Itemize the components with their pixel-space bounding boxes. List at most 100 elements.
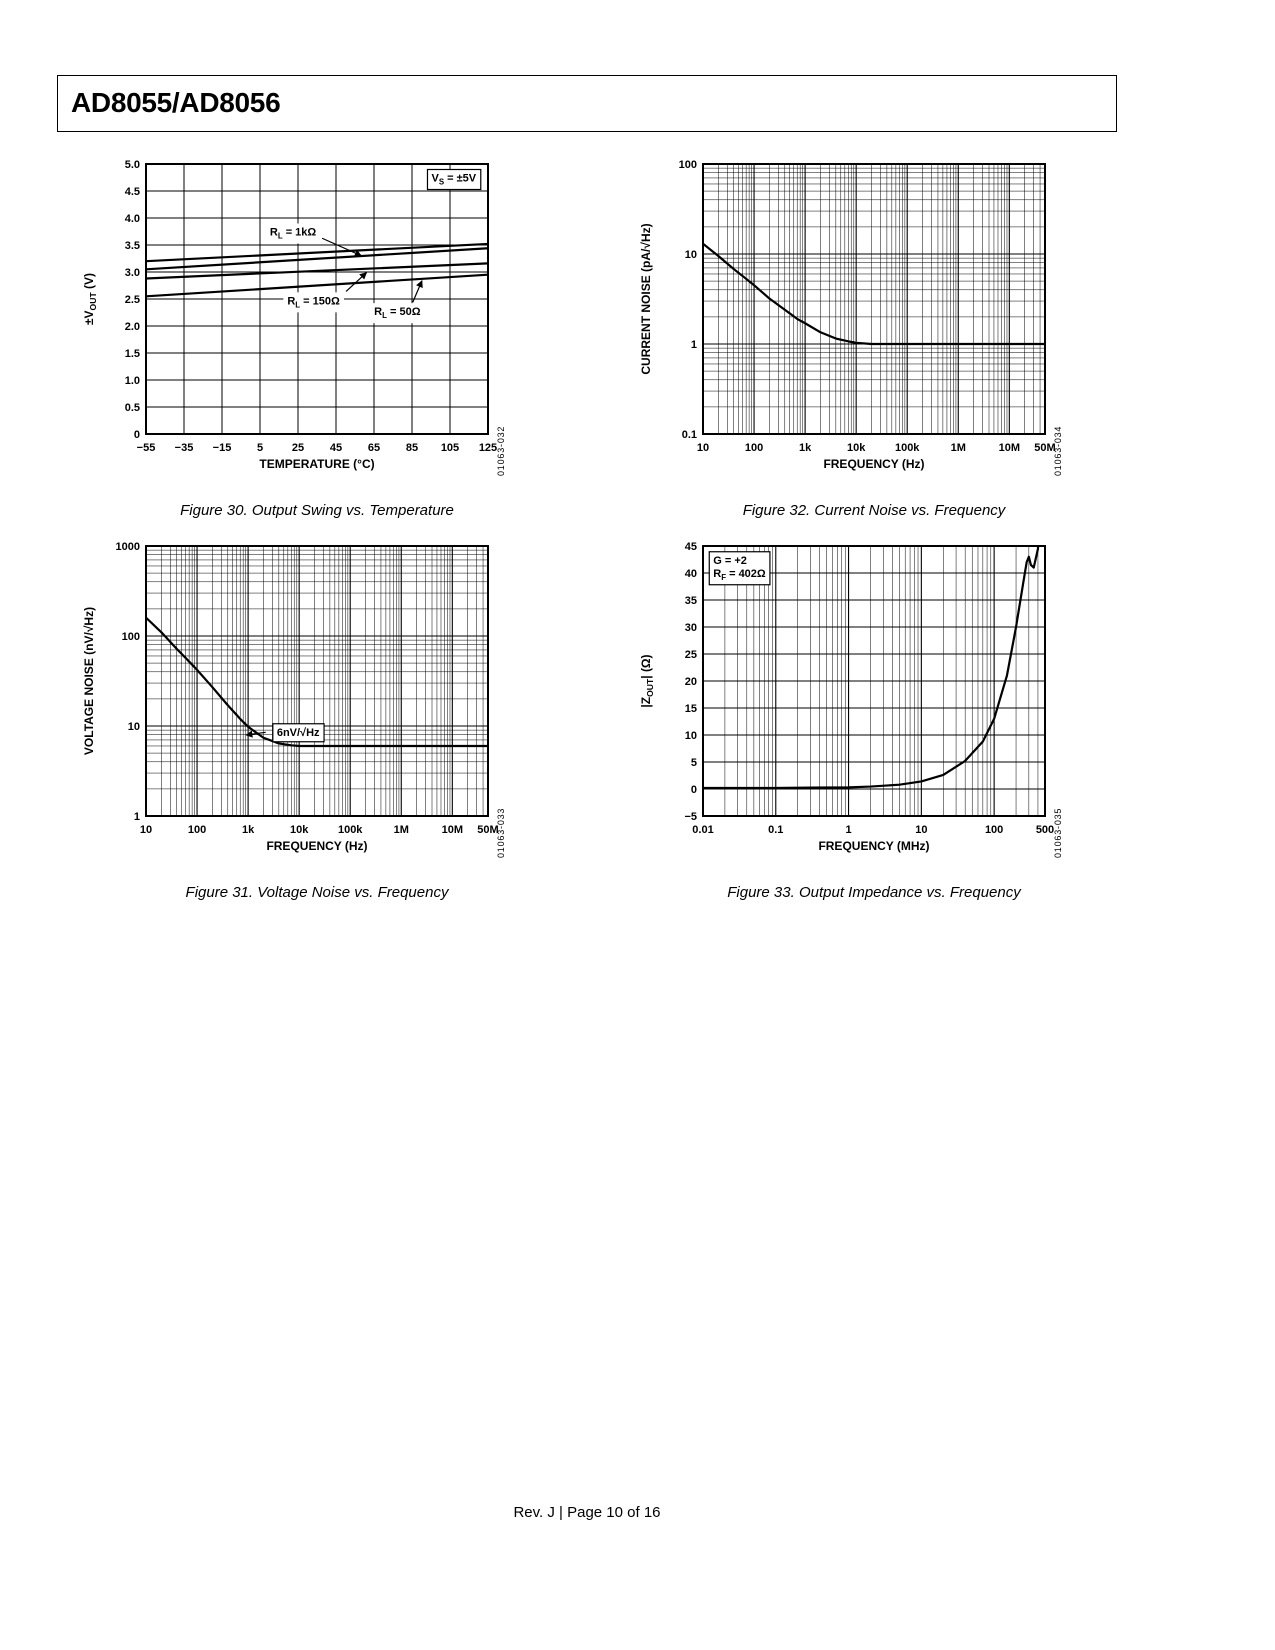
- svg-text:35: 35: [685, 595, 697, 607]
- svg-text:65: 65: [368, 442, 380, 454]
- svg-text:100: 100: [679, 159, 697, 171]
- svg-text:01063-033: 01063-033: [496, 808, 506, 858]
- svg-text:0.01: 0.01: [692, 824, 713, 836]
- svg-text:50M: 50M: [477, 824, 498, 836]
- svg-text:10: 10: [915, 824, 927, 836]
- svg-text:3.0: 3.0: [125, 267, 140, 279]
- svg-text:−55: −55: [137, 442, 156, 454]
- svg-text:01063-034: 01063-034: [1053, 426, 1063, 476]
- svg-text:01063-032: 01063-032: [496, 426, 506, 476]
- svg-text:100: 100: [122, 631, 140, 643]
- svg-text:RL = 50Ω: RL = 50Ω: [374, 306, 421, 320]
- svg-text:10k: 10k: [847, 442, 866, 454]
- chart-svg: 10 100 1k 10k 100k 1M 10M 50M1101001000FREQUENC…: [82, 541, 506, 858]
- figure-30-chart: −55 −35 −15 5 25 45 65 85 105 125 0 0.5 1.0 1.5 2.0 2.5…: [78, 156, 578, 488]
- svg-text:25: 25: [685, 649, 697, 661]
- svg-text:1k: 1k: [799, 442, 812, 454]
- figure-32: 10 100 1k 10k 100k 1M 10M 50M 0.1 1 10 100 FREQUENCY…: [635, 156, 1135, 519]
- page-footer: Rev. J | Page 10 of 16: [513, 1504, 661, 1521]
- svg-text:0.1: 0.1: [682, 429, 697, 441]
- svg-text:|ZOUT| (Ω): |ZOUT| (Ω): [639, 654, 655, 707]
- svg-text:4.0: 4.0: [125, 213, 140, 225]
- svg-text:1k: 1k: [242, 824, 255, 836]
- svg-text:50M: 50M: [1034, 442, 1055, 454]
- svg-text:5.0: 5.0: [125, 159, 140, 171]
- svg-text:01063-035: 01063-035: [1053, 808, 1063, 858]
- figure-33-caption: Figure 33. Output Impedance vs. Frequenc…: [727, 884, 1021, 901]
- page-title: AD8055/AD8056: [71, 87, 281, 118]
- svg-text:RL = 1kΩ: RL = 1kΩ: [270, 227, 317, 241]
- svg-text:45: 45: [685, 541, 697, 553]
- svg-text:5: 5: [257, 442, 263, 454]
- svg-text:0.5: 0.5: [125, 402, 140, 414]
- figure-31-caption: Figure 31. Voltage Noise vs. Frequency: [185, 884, 449, 901]
- svg-text:1.5: 1.5: [125, 348, 140, 360]
- figure-33: 0.01 0.1 1 10 100 500 −5 0 5 10 15 20 25 30 35 40 45 FREQ…: [635, 538, 1135, 901]
- svg-text:2.5: 2.5: [125, 294, 140, 306]
- svg-text:6nV/√Hz: 6nV/√Hz: [277, 727, 320, 739]
- figure-32-caption: Figure 32. Current Noise vs. Frequency: [742, 502, 1006, 519]
- chart-svg: −55 −35 −15 5 25 45 65 85 105 125 0 0.5 1.0 1.5 2.0 2.5…: [82, 159, 506, 476]
- svg-text:G = +2RF = 402Ω: G = +2 RF = 402Ω: [713, 555, 766, 582]
- svg-text:VOLTAGE NOISE (nV/√Hz): VOLTAGE NOISE (nV/√Hz): [82, 607, 96, 755]
- chart-svg: 10 100 1k 10k 100k 1M 10M 50M 0.1 1 10 100 FREQUENCY…: [639, 159, 1063, 476]
- figure-30: −55 −35 −15 5 25 45 65 85 105 125 0 0.5 1.0 1.5 2.0 2.5…: [78, 156, 578, 519]
- chart-svg: 0.01 0.1 1 10 100 500 −5 0 5 10 15 20 25 30 35 40 45 FREQ…: [639, 541, 1063, 858]
- svg-text:30: 30: [685, 622, 697, 634]
- svg-text:FREQUENCY (Hz): FREQUENCY (Hz): [266, 839, 367, 853]
- svg-text:1: 1: [691, 339, 697, 351]
- svg-text:85: 85: [406, 442, 418, 454]
- svg-text:10: 10: [697, 442, 709, 454]
- svg-text:40: 40: [685, 568, 697, 580]
- figure-31: 10 100 1k 10k 100k 1M 10M 50M 1 10 100 1000 FREQUENC…: [78, 538, 578, 901]
- svg-text:TEMPERATURE (°C): TEMPERATURE (°C): [259, 457, 374, 471]
- svg-text:CURRENT NOISE (pA/√Hz): CURRENT NOISE (pA/√Hz): [639, 223, 653, 374]
- svg-text:0.1: 0.1: [768, 824, 783, 836]
- svg-text:3.5: 3.5: [125, 240, 140, 252]
- figure-32-chart: 10 100 1k 10k 100k 1M 10M 50M 0.1 1 10 100 FREQUENCY…: [635, 156, 1135, 488]
- svg-text:1M: 1M: [951, 442, 966, 454]
- figure-31-chart: 10 100 1k 10k 100k 1M 10M 50M 1 10 100 1000 FREQUENC…: [78, 538, 578, 870]
- svg-text:10: 10: [685, 249, 697, 261]
- svg-text:20: 20: [685, 676, 697, 688]
- svg-text:5: 5: [691, 757, 697, 769]
- svg-text:15: 15: [685, 703, 697, 715]
- svg-text:100: 100: [188, 824, 206, 836]
- svg-text:10k: 10k: [290, 824, 309, 836]
- svg-text:1: 1: [134, 811, 140, 823]
- svg-text:500: 500: [1036, 824, 1054, 836]
- header-box: AD8055/AD8056: [57, 75, 1117, 132]
- svg-text:100k: 100k: [895, 442, 920, 454]
- svg-text:10: 10: [140, 824, 152, 836]
- svg-text:1.0: 1.0: [125, 375, 140, 387]
- svg-text:−35: −35: [175, 442, 194, 454]
- svg-text:100k: 100k: [338, 824, 363, 836]
- svg-text:100: 100: [745, 442, 763, 454]
- svg-text:4.5: 4.5: [125, 186, 140, 198]
- svg-text:0: 0: [134, 429, 140, 441]
- svg-text:RL = 150Ω: RL = 150Ω: [287, 295, 340, 309]
- svg-text:±VOUT (V): ±VOUT (V): [82, 273, 98, 325]
- svg-text:FREQUENCY (MHz): FREQUENCY (MHz): [818, 839, 929, 853]
- svg-text:25: 25: [292, 442, 304, 454]
- svg-text:2.0: 2.0: [125, 321, 140, 333]
- svg-text:−15: −15: [213, 442, 232, 454]
- svg-text:10: 10: [685, 730, 697, 742]
- svg-text:10M: 10M: [999, 442, 1020, 454]
- svg-text:125: 125: [479, 442, 497, 454]
- svg-text:105: 105: [441, 442, 459, 454]
- figure-30-caption: Figure 30. Output Swing vs. Temperature: [180, 502, 454, 519]
- svg-text:45: 45: [330, 442, 342, 454]
- svg-text:1000: 1000: [116, 541, 140, 553]
- svg-text:100: 100: [985, 824, 1003, 836]
- svg-text:−5: −5: [684, 811, 697, 823]
- svg-text:VS = ±5V: VS = ±5V: [431, 173, 476, 187]
- svg-text:1: 1: [846, 824, 852, 836]
- svg-text:10: 10: [128, 721, 140, 733]
- svg-text:10M: 10M: [442, 824, 463, 836]
- svg-text:0: 0: [691, 784, 697, 796]
- svg-text:FREQUENCY (Hz): FREQUENCY (Hz): [823, 457, 924, 471]
- figure-33-chart: 0.01 0.1 1 10 100 500 −5 0 5 10 15 20 25 30 35 40 45 FREQ…: [635, 538, 1135, 870]
- svg-text:1M: 1M: [394, 824, 409, 836]
